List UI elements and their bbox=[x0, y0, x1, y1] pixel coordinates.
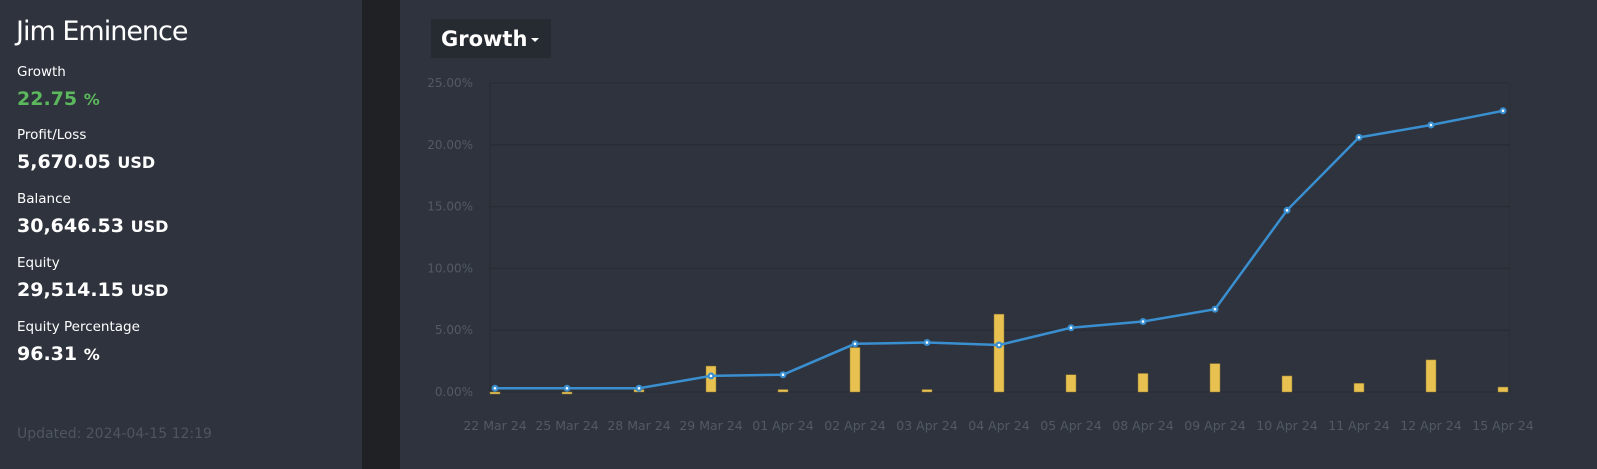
caret-down-icon bbox=[531, 37, 540, 42]
growth-point-center bbox=[997, 343, 1001, 347]
equity-label: Equity bbox=[17, 255, 60, 271]
bar-09-Apr-24 bbox=[1209, 363, 1221, 393]
account-name: Jim Eminence bbox=[16, 16, 189, 47]
x-tick-label: 10 Apr 24 bbox=[1256, 418, 1317, 433]
balance-label: Balance bbox=[17, 191, 71, 207]
growth-point-center bbox=[565, 386, 569, 390]
profit-loss-value: 5,670.05 USD bbox=[17, 151, 155, 173]
growth-number: 22.75 bbox=[17, 88, 78, 110]
x-tick-label: 12 Apr 24 bbox=[1400, 418, 1461, 433]
chart-panel: Growth 0.00% 5.00% 10.00% 15.00% 20.00% 25.00… bbox=[400, 0, 1597, 469]
bar-12-Apr-24 bbox=[1425, 359, 1437, 393]
x-tick-label: 11 Apr 24 bbox=[1328, 418, 1389, 433]
x-tick-label: 25 Mar 24 bbox=[535, 418, 598, 433]
growth-chart: 0.00% 5.00% 10.00% 15.00% 20.00% 25.00% 22 Mar… bbox=[427, 76, 1534, 433]
growth-point-center bbox=[1357, 136, 1361, 139]
growth-value: 22.75 % bbox=[17, 88, 100, 110]
growth-point-center bbox=[1141, 320, 1145, 323]
growth-point-center bbox=[781, 373, 785, 376]
bar-01-Apr-24 bbox=[777, 389, 789, 393]
bar-25-Mar-24 bbox=[561, 391, 573, 395]
profit-loss-number: 5,670.05 bbox=[17, 151, 111, 173]
profit-loss-unit: USD bbox=[117, 153, 156, 172]
profit-loss-label: Profit/Loss bbox=[17, 127, 87, 143]
account-summary-panel: Jim Eminence Growth 22.75 % Profit/Loss … bbox=[0, 0, 362, 469]
y-tick-label: 10.00% bbox=[427, 261, 473, 275]
x-tick-label: 08 Apr 24 bbox=[1112, 418, 1173, 433]
x-tick-label: 28 Mar 24 bbox=[607, 418, 670, 433]
updated-timestamp: Updated: 2024-04-15 12:19 bbox=[17, 426, 212, 442]
balance-unit: USD bbox=[130, 217, 169, 236]
equity-unit: USD bbox=[130, 281, 169, 300]
chart-type-label: Growth bbox=[441, 26, 528, 51]
x-tick-label: 15 Apr 24 bbox=[1472, 418, 1533, 433]
growth-point-center bbox=[1069, 326, 1073, 330]
y-tick-label: 5.00% bbox=[435, 323, 473, 337]
x-tick-label: 22 Mar 24 bbox=[463, 418, 526, 433]
balance-value: 30,646.53 USD bbox=[17, 215, 168, 237]
equity-percentage-number: 96.31 bbox=[17, 343, 78, 365]
y-tick-label: 25.00% bbox=[427, 76, 473, 90]
y-tick-label: 20.00% bbox=[427, 138, 473, 152]
growth-point-center bbox=[1501, 109, 1505, 113]
bar-04-Apr-24 bbox=[993, 313, 1005, 393]
growth-point-center bbox=[925, 341, 929, 344]
growth-point-center bbox=[637, 386, 641, 390]
bar-10-Apr-24 bbox=[1281, 375, 1293, 393]
x-tick-label: 02 Apr 24 bbox=[824, 418, 885, 433]
growth-label: Growth bbox=[17, 64, 66, 80]
bar-03-Apr-24 bbox=[921, 389, 933, 393]
x-tick-label: 03 Apr 24 bbox=[896, 418, 957, 433]
bar-08-Apr-24 bbox=[1137, 373, 1149, 393]
equity-percentage-label: Equity Percentage bbox=[17, 319, 140, 335]
bar-22-Mar-24 bbox=[489, 391, 501, 395]
growth-unit: % bbox=[83, 90, 100, 109]
bar-15-Apr-24 bbox=[1497, 386, 1509, 393]
bar-02-Apr-24 bbox=[849, 347, 861, 393]
y-tick-label: 15.00% bbox=[427, 200, 473, 214]
x-tick-label: 04 Apr 24 bbox=[968, 418, 1029, 433]
equity-percentage-unit: % bbox=[83, 345, 100, 364]
panel-divider bbox=[362, 0, 400, 469]
x-tick-label: 05 Apr 24 bbox=[1040, 418, 1101, 433]
x-tick-label: 01 Apr 24 bbox=[752, 418, 813, 433]
equity-value: 29,514.15 USD bbox=[17, 279, 168, 301]
equity-percentage-value: 96.31 % bbox=[17, 343, 100, 365]
growth-point-center bbox=[1429, 123, 1433, 127]
balance-number: 30,646.53 bbox=[17, 215, 124, 237]
growth-point-center bbox=[493, 386, 497, 390]
x-tick-label: 29 Mar 24 bbox=[679, 418, 742, 433]
growth-point-center bbox=[853, 342, 857, 346]
y-tick-label: 0.00% bbox=[435, 385, 473, 399]
bar-05-Apr-24 bbox=[1065, 374, 1077, 393]
x-tick-label: 09 Apr 24 bbox=[1184, 418, 1245, 433]
growth-point-center bbox=[709, 374, 713, 378]
equity-number: 29,514.15 bbox=[17, 279, 124, 301]
chart-type-dropdown[interactable]: Growth bbox=[431, 19, 551, 58]
growth-point-center bbox=[1213, 307, 1217, 311]
growth-point-center bbox=[1285, 209, 1289, 212]
bar-11-Apr-24 bbox=[1353, 383, 1365, 393]
